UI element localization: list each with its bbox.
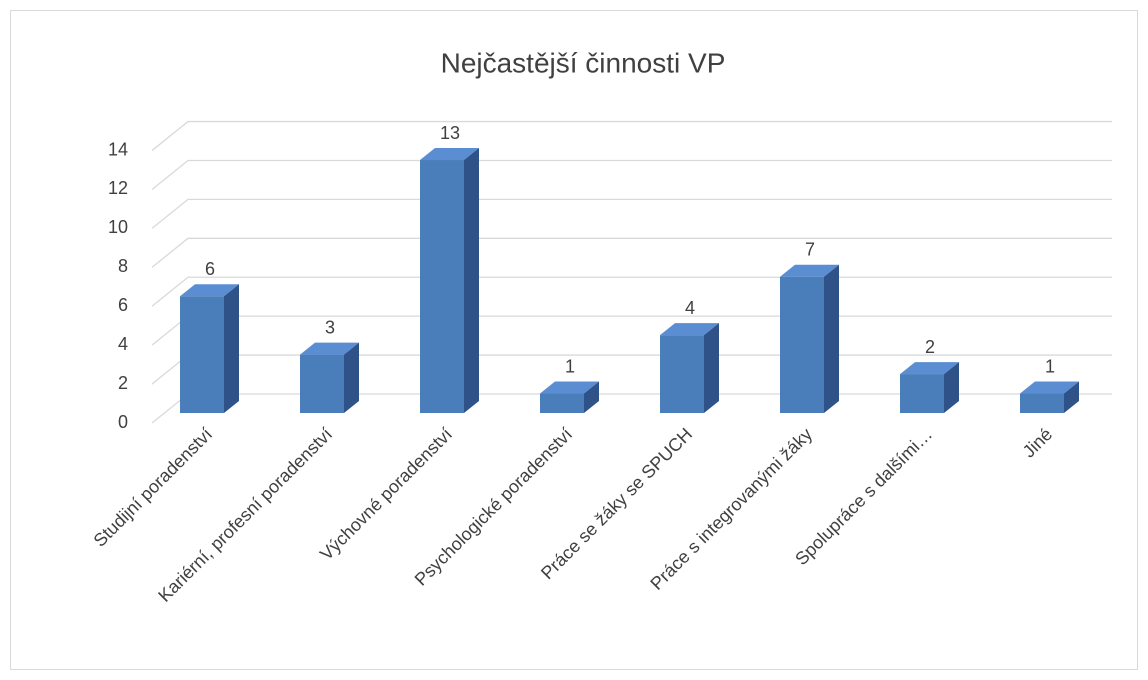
data-label: 13 — [440, 123, 460, 143]
bar — [900, 374, 944, 413]
chart-title: Nejčastější činnosti VP — [441, 47, 726, 78]
bar — [660, 335, 704, 413]
bar-top — [660, 323, 719, 336]
data-label: 6 — [205, 259, 215, 279]
bar-side — [464, 148, 479, 413]
y-tick-label: 0 — [118, 412, 128, 432]
y-tick-label: 6 — [118, 295, 128, 315]
data-label: 3 — [325, 317, 335, 337]
bar-top — [180, 284, 239, 297]
bar-side — [944, 362, 959, 413]
data-label: 4 — [685, 298, 695, 318]
bar-top — [420, 148, 479, 161]
data-label: 1 — [1045, 356, 1055, 376]
bar — [780, 276, 824, 413]
bar — [1020, 393, 1064, 413]
y-tick-label: 12 — [108, 178, 128, 198]
bar-side — [344, 342, 359, 413]
grid-line — [151, 198, 1112, 229]
data-label: 1 — [565, 356, 575, 376]
y-tick-label: 2 — [118, 373, 128, 393]
bar-top — [1020, 381, 1079, 394]
y-tick-label: 10 — [108, 217, 128, 237]
bar-side — [1064, 381, 1079, 413]
data-label: 2 — [925, 337, 935, 357]
bar-side — [224, 284, 239, 413]
bar-side — [824, 264, 839, 413]
data-label: 7 — [805, 240, 815, 260]
bar-side — [704, 323, 719, 413]
y-tick-label: 14 — [108, 139, 128, 159]
bar — [300, 354, 344, 413]
grid-line — [151, 120, 1112, 152]
bar-top — [780, 264, 839, 277]
grid-line — [151, 159, 1112, 190]
y-tick-label: 4 — [118, 334, 128, 354]
grid-line — [151, 237, 1112, 268]
bar-side — [584, 381, 599, 413]
bar — [540, 393, 584, 413]
y-tick-label: 8 — [118, 256, 128, 276]
bar-top — [300, 342, 359, 355]
bar-top — [540, 381, 599, 394]
bar — [180, 296, 224, 413]
bar — [420, 160, 464, 413]
bar-top — [900, 362, 959, 375]
